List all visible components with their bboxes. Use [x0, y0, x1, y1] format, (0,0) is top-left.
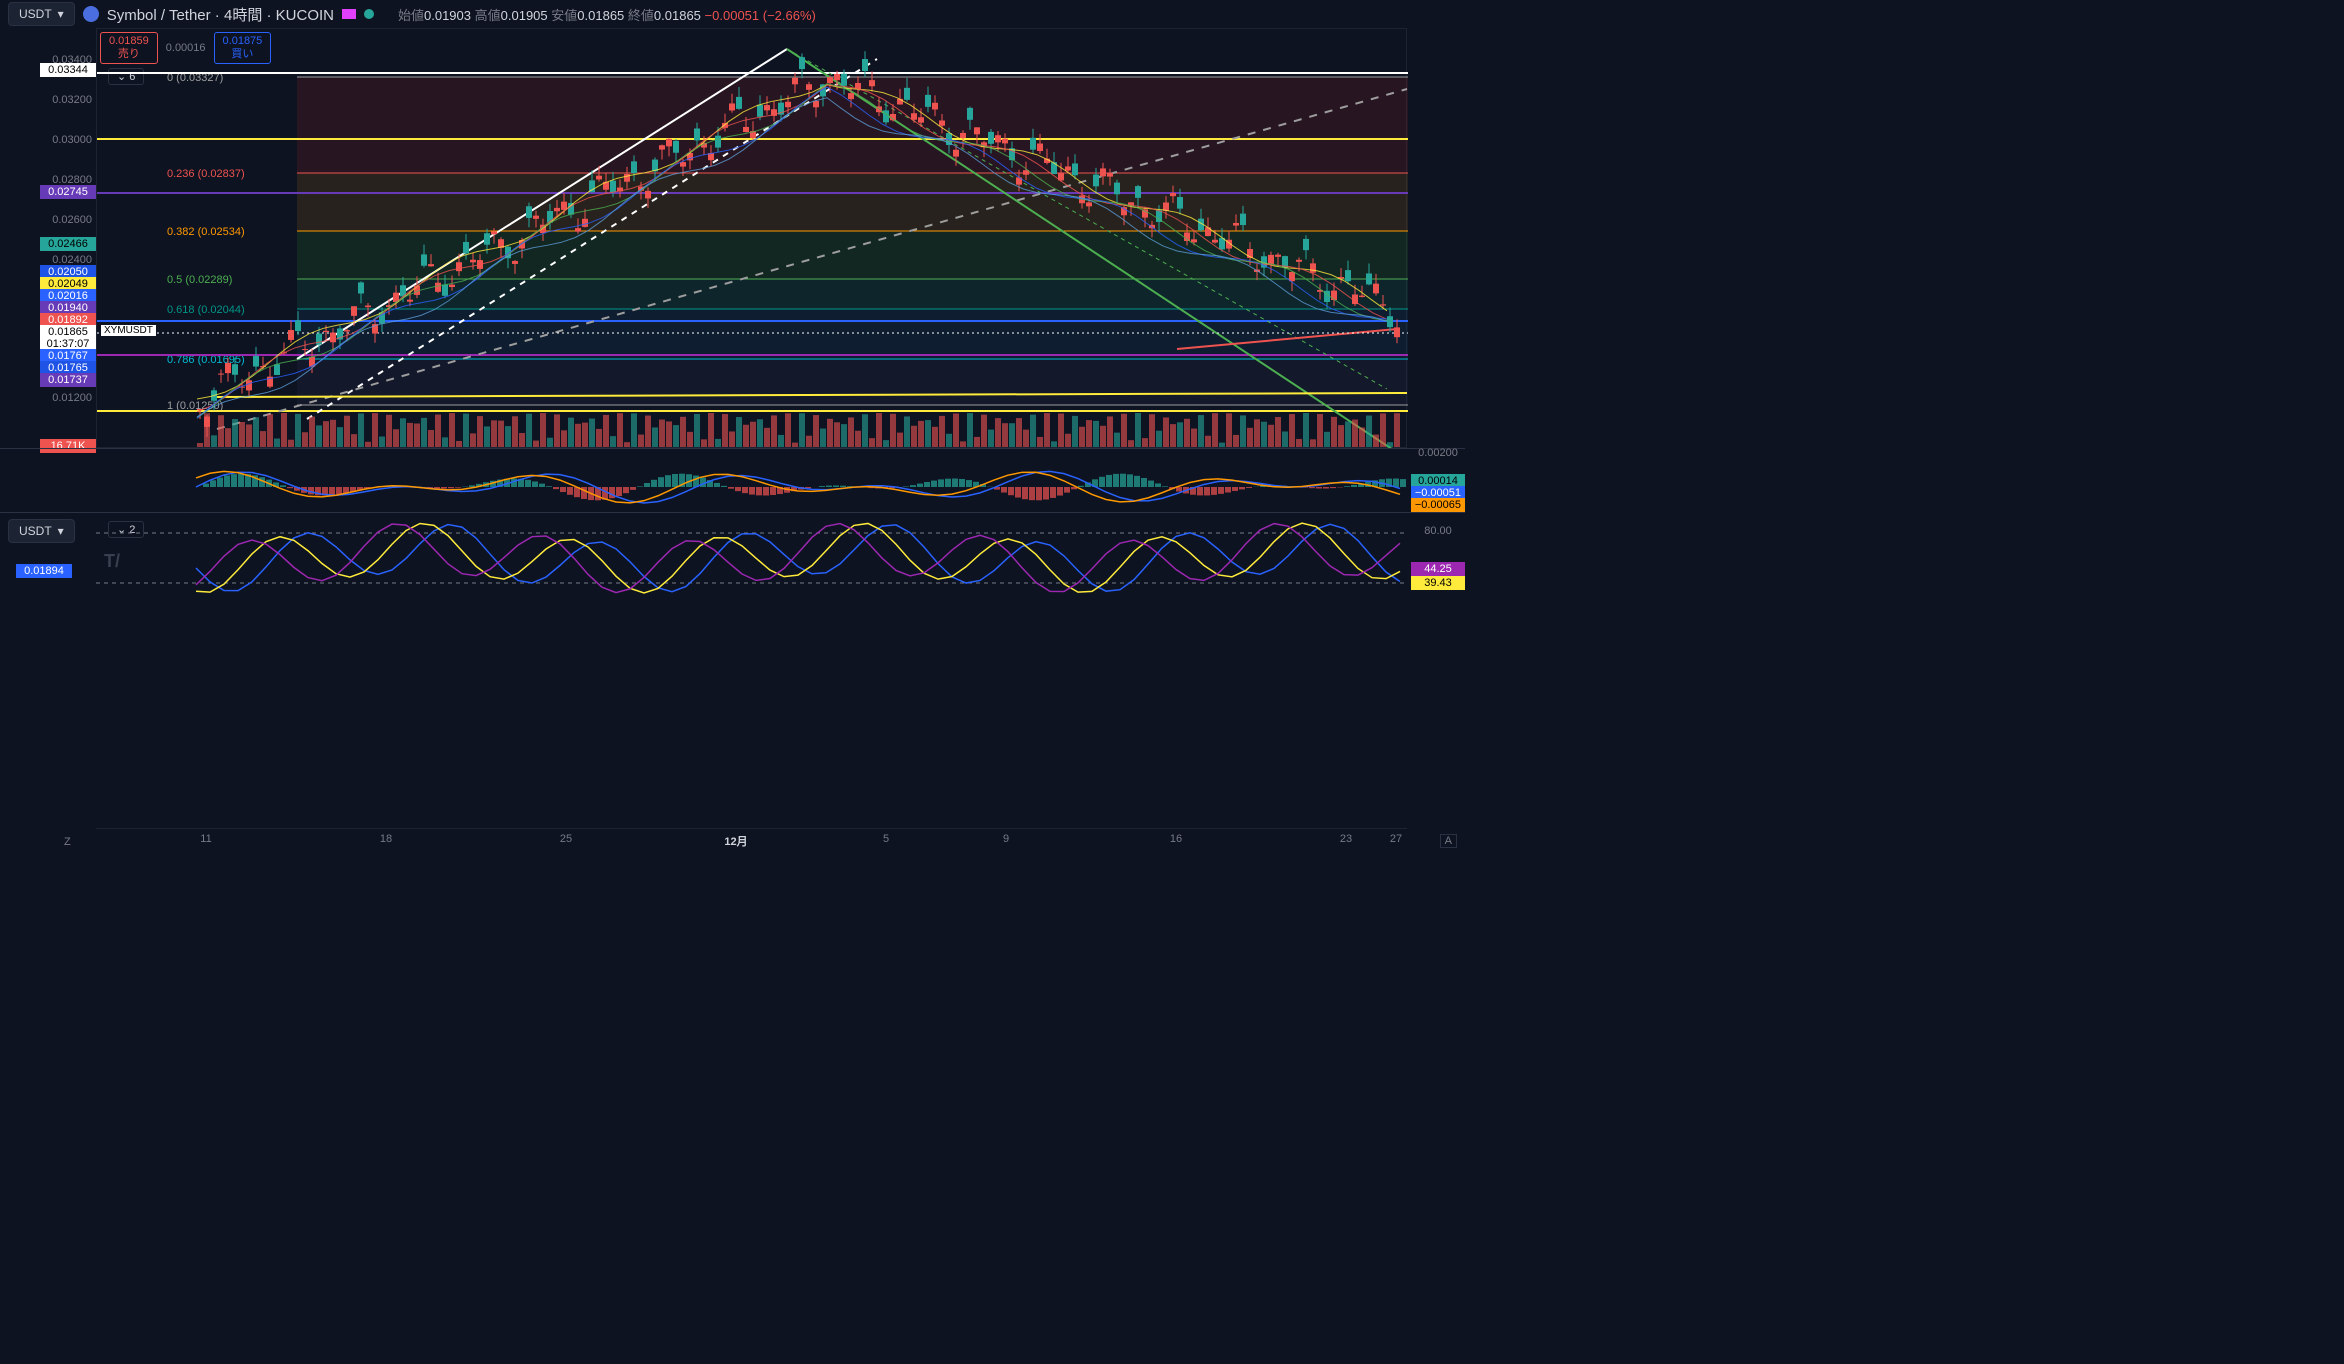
macd-value-label: −0.00065 — [1411, 498, 1465, 512]
price-axis-left[interactable]: 0.034000.032000.030000.028000.026000.024… — [0, 28, 96, 448]
time-tick: 23 — [1340, 833, 1352, 845]
svg-text:0.382 (0.02534): 0.382 (0.02534) — [167, 226, 245, 238]
macd-panel[interactable]: 0.002000.00014−0.00051−0.00065 — [0, 448, 1465, 512]
time-tick: 5 — [883, 833, 889, 845]
svg-text:0.236 (0.02837): 0.236 (0.02837) — [167, 168, 245, 180]
stoch-value-label: 44.25 — [1411, 562, 1465, 576]
chart-plot-area[interactable]: 0 (0.03327)0.236 (0.02837)0.382 (0.02534… — [96, 28, 1407, 448]
ohlc-display: 始値0.01903 高値0.01905 安値0.01865 終値0.01865 … — [398, 5, 816, 24]
timezone-label[interactable]: Z — [64, 836, 71, 848]
symbol-title: Symbol / Tether · 4時間 · KUCOIN — [107, 4, 334, 25]
market-status-dot-icon — [364, 9, 374, 19]
price-label: 0.03344 — [40, 63, 96, 77]
time-tick: 12月 — [724, 833, 747, 849]
time-tick: 9 — [1003, 833, 1009, 845]
price-tick: 0.01200 — [52, 392, 92, 404]
price-tick: 0.03000 — [52, 134, 92, 146]
svg-text:0.5 (0.02289): 0.5 (0.02289) — [167, 274, 232, 286]
macd-value-label: 0.00200 — [1411, 446, 1465, 460]
quote-currency-dropdown[interactable]: USDT ▾ — [8, 2, 75, 26]
time-axis[interactable]: 11 18 25 12月 5 9 16 23 27 — [96, 828, 1407, 852]
stoch-value-label: 80.00 — [1411, 524, 1465, 538]
stoch-left-label: 0.01894 — [16, 564, 72, 578]
exchange-badge-icon — [342, 9, 356, 19]
chevron-down-icon: ▾ — [58, 7, 64, 21]
time-tick: 27 — [1390, 833, 1402, 845]
price-tick: 0.02600 — [52, 214, 92, 226]
time-tick: 16 — [1170, 833, 1182, 845]
time-tick: 25 — [560, 833, 572, 845]
svg-text:0.618 (0.02044): 0.618 (0.02044) — [167, 304, 245, 316]
time-tick: 11 — [200, 833, 211, 845]
stoch-panel[interactable]: USDT ▾ ⌄ 2 80.0044.2539.430.01894 T/ — [0, 512, 1465, 602]
price-tick: 0.03200 — [52, 94, 92, 106]
symbol-icon — [83, 6, 99, 22]
price-label: 0.02745 — [40, 185, 96, 199]
tradingview-watermark-icon: T/ — [104, 551, 120, 572]
stoch-value-label: 39.43 — [1411, 576, 1465, 590]
autoscale-button[interactable]: A — [1440, 834, 1457, 848]
price-label: 0.02466 — [40, 237, 96, 251]
time-tick: 18 — [380, 833, 392, 845]
main-chart-panel[interactable]: 0.034000.032000.030000.028000.026000.024… — [0, 28, 1465, 448]
quote-currency-label: USDT — [19, 7, 52, 21]
price-label: 0.01737 — [40, 373, 96, 387]
symbol-tag: XYMUSDT — [101, 325, 156, 336]
